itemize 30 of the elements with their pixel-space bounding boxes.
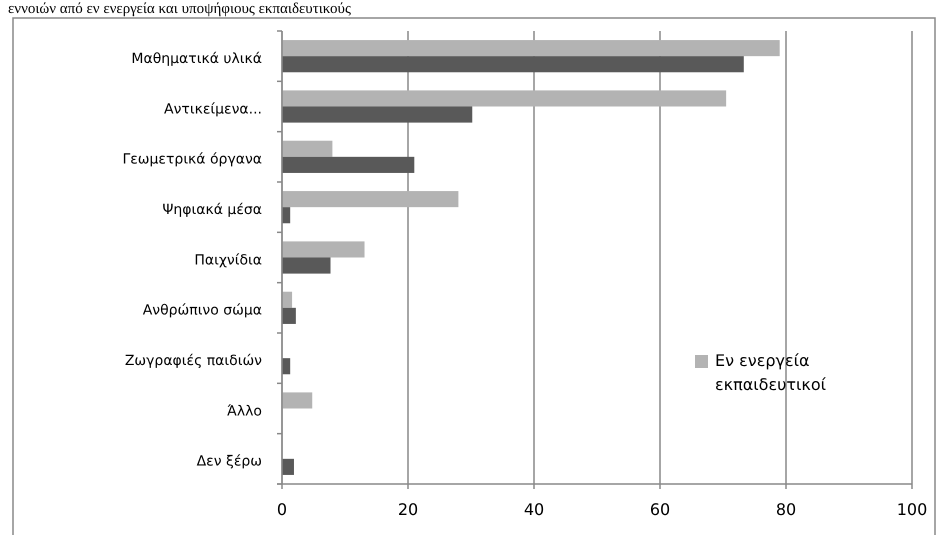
bar	[282, 392, 312, 408]
y-tick-label: Ανθρώπινο σώμα	[142, 302, 262, 319]
x-tick-label: 60	[650, 500, 670, 519]
bar	[282, 258, 331, 274]
y-tick-label: Αντικείμενα...	[164, 101, 262, 118]
y-tick-label: Ψηφιακά μέσα	[162, 202, 262, 218]
bar	[282, 56, 744, 72]
bar	[282, 140, 332, 157]
y-tick-label: Παιχνίδια	[194, 252, 262, 268]
x-tick-label: 40	[524, 500, 544, 519]
y-tick-label: Άλλο	[227, 403, 262, 420]
y-tick-label: Μαθηματικά υλικά	[131, 50, 262, 67]
x-tick-label: 20	[398, 500, 418, 519]
y-tick-label: Γεωμετρικά όργανα	[122, 152, 262, 168]
x-tick-label: 0	[276, 500, 288, 519]
bar	[282, 191, 458, 208]
bar	[282, 106, 472, 123]
bar	[282, 458, 294, 475]
y-tick-label: Δεν ξέρω	[196, 454, 262, 470]
x-tick-label: 100	[896, 500, 928, 519]
bar	[282, 40, 780, 56]
y-tick-label: Ζωγραφιές παιδιών	[124, 352, 262, 369]
chart-title: εννοιών από εν ενεργεία και υποψήφιους εκπαιδευτικούς	[8, 1, 351, 17]
legend-label: Εν ενεργεία εκπαιδευτικοί	[715, 351, 827, 394]
bar	[282, 156, 414, 173]
bar	[282, 308, 296, 324]
bar	[282, 292, 292, 308]
x-tick-label: 80	[776, 500, 796, 519]
bar	[282, 90, 726, 106]
bar	[282, 241, 365, 258]
